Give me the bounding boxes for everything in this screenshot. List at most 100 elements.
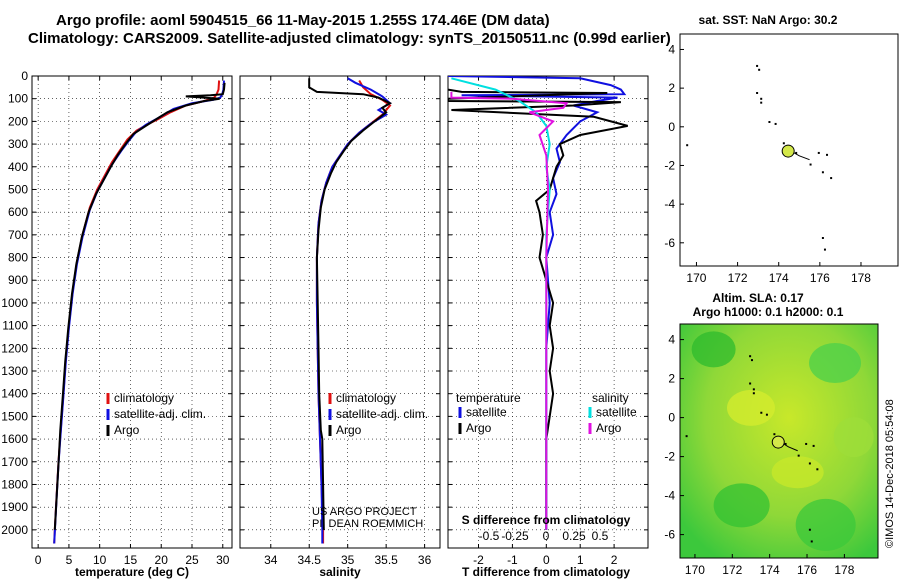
map-y-tick-label: 4 — [668, 333, 675, 347]
map-frame — [679, 33, 899, 267]
x-tick-label: 2 — [611, 553, 618, 567]
y-tick-label: 900 — [8, 273, 28, 287]
series-line-t-argo — [448, 88, 628, 530]
x-tick-label: -2 — [473, 553, 484, 567]
legend-label: Argo — [114, 423, 140, 437]
figure-title-line2: Climatology: CARS2009. Satellite-adjuste… — [28, 30, 671, 47]
x-tick-label: 34.5 — [298, 553, 322, 567]
x-axis-title-salinity: salinity — [319, 565, 361, 579]
map-y-tick-label: 0 — [668, 411, 675, 425]
island — [752, 392, 755, 395]
sla-patch — [691, 331, 736, 368]
island — [821, 171, 824, 174]
sla-patch — [713, 483, 770, 528]
island — [749, 355, 752, 358]
island — [823, 248, 826, 251]
sla-map-subtitle: Argo h1000: 0.1 h2000: 0.1 — [693, 305, 844, 319]
y-tick-label: 1600 — [1, 432, 28, 446]
y-tick-label: 1900 — [1, 500, 28, 514]
series-line-s-argo — [450, 91, 569, 530]
y-tick-label: 800 — [8, 251, 28, 265]
top-axis-title-s-difference: S difference from climatology — [462, 513, 631, 527]
y-tick-label: 100 — [8, 92, 28, 106]
x-axis-title-t-difference: T difference from climatology — [462, 565, 630, 579]
figure-title-line1: Argo profile: aoml 5904515_66 11-May-201… — [56, 12, 550, 29]
island — [760, 97, 763, 100]
x-tick-label: 30 — [216, 553, 230, 567]
sst-map: sat. SST: NaN Argo: 30.2 170 172 174 176 178 -… — [664, 13, 899, 285]
map-y-tick-label: -4 — [664, 197, 675, 211]
map-x-tick-label: 174 — [769, 271, 789, 285]
legend-label: Argo — [466, 421, 492, 435]
island — [774, 122, 777, 125]
series-line-argo — [308, 78, 393, 530]
legend-title-salinity: salinity — [592, 391, 629, 405]
argo-position-marker — [781, 144, 795, 158]
x-tick-label: 0 — [35, 553, 42, 567]
x-tick-label: 35 — [341, 553, 355, 567]
island — [768, 121, 771, 123]
island — [760, 101, 763, 104]
map-y-tick-label: -6 — [664, 528, 675, 542]
x-axis-title-temperature: temperature (deg C) — [75, 565, 189, 579]
x-tick-label: 36 — [418, 553, 432, 567]
x-tick-label: 34 — [264, 553, 278, 567]
y-tick-label: 1400 — [1, 387, 28, 401]
sla-patch — [795, 498, 856, 551]
island — [685, 435, 688, 438]
x-tick-label: 15 — [124, 553, 138, 567]
y-tick-label: 1700 — [1, 455, 28, 469]
map-x-tick-label: 170 — [685, 563, 705, 577]
y-tick-label: 1000 — [1, 296, 28, 310]
map-y-tick-label: 2 — [668, 372, 675, 386]
sla-patch — [809, 343, 862, 383]
salinity-profile-chart: 34 34.5 35 35.5 36 salinity climatology satelli… — [239, 75, 441, 579]
series-line-t-satellite — [448, 76, 627, 530]
series-line-satellite-adj-clim- — [53, 80, 225, 544]
island — [782, 142, 785, 145]
top-tick-label: -0.25 — [501, 529, 529, 543]
map-x-tick-label: 176 — [797, 563, 817, 577]
map-y-tick-label: -2 — [664, 450, 675, 464]
island — [816, 468, 819, 471]
island — [773, 433, 776, 436]
island — [821, 237, 824, 239]
island — [808, 528, 811, 531]
x-tick-label: 20 — [155, 553, 169, 567]
series-line-argo — [53, 82, 226, 530]
legend-title-temperature: temperature — [456, 391, 521, 405]
island — [795, 151, 798, 154]
map-x-tick-label: 170 — [686, 271, 706, 285]
map-y-tick-label: 0 — [668, 120, 675, 134]
y-tick-label: 1200 — [1, 341, 28, 355]
sla-patch — [726, 389, 775, 426]
island — [826, 153, 829, 156]
y-tick-label: 300 — [8, 137, 28, 151]
x-tick-label: 25 — [185, 553, 199, 567]
difference-profile-chart: -2 -1 0 1 2T difference from climatology S di… — [447, 75, 649, 579]
y-tick-label: 1500 — [1, 409, 28, 423]
island — [750, 359, 753, 362]
x-tick-label: -1 — [507, 553, 518, 567]
legend-label: satellite-adj. clim. — [114, 407, 206, 421]
temperature-profile-chart: 0 5 10 15 20 25 300100200300400500600700800900… — [1, 69, 233, 579]
y-tick-label: 2000 — [1, 523, 28, 537]
island — [808, 462, 811, 465]
map-x-tick-label: 178 — [834, 563, 854, 577]
legend-label: Argo — [596, 421, 622, 435]
island — [758, 68, 761, 71]
top-tick-label: 0.5 — [592, 529, 609, 543]
map-x-tick-label: 174 — [760, 563, 780, 577]
y-tick-label: 600 — [8, 205, 28, 219]
legend-label: satellite — [466, 405, 507, 419]
sst-map-title: sat. SST: NaN Argo: 30.2 — [699, 13, 838, 27]
legend-label: satellite-adj. clim. — [336, 407, 428, 421]
island — [765, 413, 768, 416]
map-x-tick-label: 178 — [851, 271, 871, 285]
legend-label: Argo — [336, 423, 362, 437]
imos-credit: ©IMOS 14-Dec-2018 05:54:08 — [884, 399, 896, 548]
x-tick-label: 1 — [577, 553, 584, 567]
island — [756, 64, 759, 67]
top-tick-label: 0 — [543, 529, 550, 543]
